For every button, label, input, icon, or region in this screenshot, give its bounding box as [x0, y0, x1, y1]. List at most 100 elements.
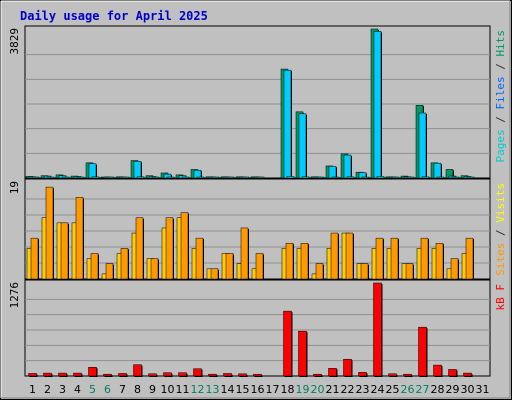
x-tick-label: 1	[29, 383, 36, 396]
x-tick-label: 7	[119, 383, 126, 396]
x-tick-label: 27	[416, 383, 430, 396]
bar-hits_files_pages-s2-d2	[46, 176, 55, 179]
bar-hits_files_pages-s2-d7	[121, 176, 130, 179]
bar-hits_files_pages-s2-d6	[106, 176, 115, 179]
bar-visits_sites-s1-d13	[210, 268, 219, 280]
panel-visits_sites: 19 Sites / Visits	[8, 178, 507, 280]
bar-hits_files_pages-s2-d8	[136, 176, 145, 179]
bar-shadow	[348, 177, 355, 179]
bar-hits_files_pages-s2-d10	[166, 176, 175, 179]
bar-kbytes-s0-d11	[178, 372, 187, 377]
bar-hits_files_pages-s2-d19	[301, 176, 310, 179]
bar-kbytes-s0-d7	[118, 373, 127, 377]
bar-hits_files_pages-s2-d22	[346, 176, 355, 179]
bar-hits_files_pages-s2-d18	[286, 176, 295, 179]
chart-title: Daily usage for April 2025	[20, 9, 208, 23]
bar-hits_files_pages-s2-d29	[451, 176, 460, 179]
bar-kbytes-s0-d19	[298, 330, 307, 377]
x-tick-label: 28	[431, 383, 445, 396]
bar-hits_files_pages-s1-d22	[343, 154, 352, 179]
x-tick-label: 9	[149, 383, 156, 396]
right-label-part: Pages	[494, 129, 507, 162]
y-max-label: 19	[8, 181, 21, 194]
bar-kbytes-s0-d5	[88, 367, 97, 377]
bar-visits_sites-s1-d12	[195, 237, 204, 280]
bar-kbytes-s0-d16	[253, 373, 262, 377]
bar-visits_sites-s1-d25	[390, 237, 399, 280]
right-label-part: /	[494, 110, 507, 130]
x-tick-label: 6	[104, 383, 111, 396]
right-label-part: Sites	[494, 243, 507, 276]
right-label-part: Visits	[494, 183, 507, 223]
bar-hits_files_pages-s2-d11	[181, 176, 190, 179]
bar-kbytes-s0-d6	[103, 373, 112, 377]
bar-visits_sites-s1-d27	[420, 237, 429, 280]
x-tick-label: 26	[401, 383, 415, 396]
bar-visits_sites-s1-d24	[375, 237, 384, 280]
bar-visits_sites-s1-d18	[285, 243, 294, 280]
x-tick-label: 8	[134, 383, 141, 396]
bar-kbytes-s0-d14	[223, 373, 232, 377]
bar-visits_sites-s1-d1	[30, 237, 39, 280]
bar-kbytes-s0-d27	[418, 326, 427, 377]
right-series-label: Pages / Files / Hits	[494, 30, 507, 163]
bar-hits_files_pages-s1-d28	[433, 162, 442, 179]
bar-hits_files_pages-s2-d23	[361, 176, 370, 179]
x-axis-labels: 1 2 3 4 5 6 7 8 9 10 11 12 13 14 15 16 17 18 19 20 21 22 23 24 2…	[29, 383, 490, 396]
right-series-label: kB F	[494, 284, 507, 311]
bar-kbytes-s0-d29	[448, 369, 457, 377]
right-label-part: kB F	[494, 284, 507, 311]
bar-kbytes-s0-d12	[193, 368, 202, 377]
x-tick-label: 2	[44, 383, 51, 396]
bar-hits_files_pages-s2-d12	[196, 176, 205, 179]
bar-kbytes-s0-d24	[373, 282, 382, 377]
bar-visits_sites-s1-d28	[435, 243, 444, 280]
bar-visits_sites-s1-d8	[135, 217, 144, 280]
x-tick-label: 18	[281, 383, 295, 396]
bar-kbytes-s0-d9	[148, 373, 157, 377]
bar-hits_files_pages-s2-d9	[151, 176, 160, 179]
x-tick-label: 29	[446, 383, 460, 396]
bar-kbytes-s0-d18	[283, 310, 292, 377]
bar-visits_sites-s1-d10	[165, 217, 174, 280]
bar-visits_sites-s1-d29	[450, 258, 459, 280]
bar-shadow	[303, 177, 310, 179]
x-tick-label: 25	[386, 383, 400, 396]
bar-visits_sites-s1-d16	[255, 253, 264, 280]
panel-frame	[24, 279, 491, 377]
right-label-part: Hits	[494, 30, 507, 57]
bar-visits_sites-s1-d2	[45, 186, 54, 280]
x-tick-label: 16	[251, 383, 265, 396]
bar-hits_files_pages-s2-d20	[316, 176, 325, 179]
bar-visits_sites-s1-d30	[465, 237, 474, 280]
x-tick-label: 4	[74, 383, 81, 396]
bar-kbytes-s0-d10	[163, 372, 172, 377]
bar-kbytes-s0-d23	[358, 372, 367, 377]
bar-kbytes-s0-d8	[133, 364, 142, 377]
x-tick-label: 12	[191, 383, 205, 396]
bar-visits_sites-s1-d7	[120, 248, 129, 280]
bar-visits_sites-s1-d26	[405, 263, 414, 280]
bar-hits_files_pages-s2-d16	[256, 176, 265, 179]
bar-visits_sites-s1-d19	[300, 243, 309, 280]
right-label-part: /	[494, 223, 507, 243]
right-series-label: Sites / Visits	[494, 183, 507, 276]
bar-hits_files_pages-s2-d28	[436, 176, 445, 179]
y-max-label: 1276	[8, 282, 21, 309]
x-tick-label: 21	[326, 383, 340, 396]
bar-visits_sites-s1-d3	[60, 222, 69, 280]
bar-hits_files_pages-s2-d5	[91, 176, 100, 179]
right-label-part: Files	[494, 76, 507, 109]
bar-visits_sites-s1-d15	[240, 227, 249, 280]
x-tick-label: 30	[461, 383, 475, 396]
bar-visits_sites-s1-d5	[90, 253, 99, 280]
bar-shadow	[93, 177, 100, 179]
bar-visits_sites-s1-d14	[225, 253, 234, 280]
bar-hits_files_pages-s1-d8	[133, 161, 142, 179]
x-tick-label: 20	[311, 383, 325, 396]
bar-hits_files_pages-s2-d30	[466, 176, 475, 179]
bar-hits_files_pages-s2-d21	[331, 176, 340, 179]
chart-panels: 3829 Pages / Files / Hits 19 Sites / Visits…	[8, 25, 507, 377]
bar-hits_files_pages-s1-d21	[328, 166, 337, 179]
